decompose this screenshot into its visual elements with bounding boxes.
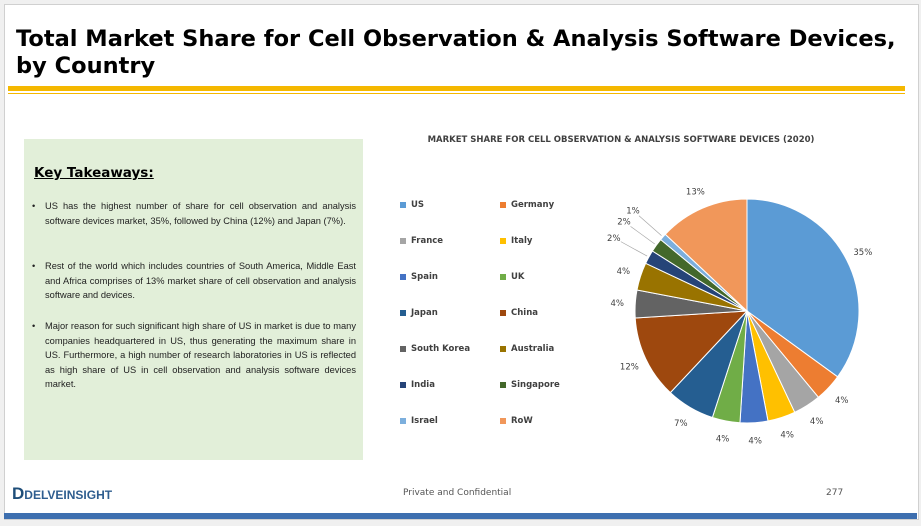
legend-item: RoW [500,416,533,426]
legend-label: Italy [511,236,533,246]
delveinsight-logo: DDELVEINSIGHT [12,484,113,503]
legend-swatch [500,202,506,208]
legend-swatch [500,418,506,424]
legend-label: US [411,200,425,210]
data-label: 2% [607,234,621,244]
legend-item: Japan [400,308,438,318]
legend-swatch [500,238,506,244]
legend-label: UK [511,272,525,282]
data-label: 2% [617,218,631,228]
legend-label: China [511,308,538,318]
data-label: 12% [620,362,639,372]
data-label: 13% [686,188,705,198]
takeaway-bullet: • Major reason for such significant high … [32,321,356,389]
legend-item: France [400,236,443,246]
data-label: 4% [780,431,794,441]
legend-item: UK [500,272,525,282]
legend-item: Israel [400,416,438,426]
title-divider [8,86,905,91]
legend-swatch [500,310,506,316]
legend-label: Japan [411,308,438,318]
legend-label: India [411,380,435,390]
footer-bar [4,513,917,519]
legend-swatch [400,274,406,280]
data-label: 4% [835,396,849,406]
takeaway-bullet: • Rest of the world which includes countr… [32,261,356,300]
data-label: 4% [748,437,762,447]
data-label: 4% [611,299,625,309]
legend-swatch [400,310,406,316]
legend-swatch [400,238,406,244]
page-number: 277 [826,488,844,498]
legend-swatch [400,418,406,424]
legend-swatch [500,274,506,280]
legend-item: China [500,308,538,318]
key-takeaways-panel: Key Takeaways: • US has the highest numbe… [24,139,363,460]
chart-title: MARKET SHARE FOR CELL OBSERVATION & ANAL… [427,135,815,145]
legend-label: Singapore [511,380,560,390]
legend-label: France [411,236,444,246]
legend-item: India [400,380,435,390]
leader-line [630,226,655,245]
legend-item: US [400,200,424,210]
legend-item: Spain [400,272,438,282]
page-title: Total Market Share for Cell Observation … [16,26,896,79]
title-divider-thin [8,93,905,94]
data-label: 4% [716,435,730,445]
pie-slice-row [664,198,748,313]
legend-label: RoW [511,416,533,426]
data-label: 4% [810,417,824,427]
data-label: 1% [626,206,640,216]
pie-slice-us [746,198,860,378]
data-label: 4% [617,267,631,277]
legend-label: Australia [511,344,555,354]
legend-label: South Korea [411,344,471,354]
legend-swatch [400,202,406,208]
key-takeaways-heading: Key Takeaways: [34,165,154,181]
takeaway-bullet: • US has the highest number of share for … [32,201,356,226]
legend-item: South Korea [400,344,470,354]
legend-item: Germany [500,200,554,210]
legend-swatch [400,382,406,388]
legend-label: Germany [511,200,555,210]
confidential-note: Private and Confidential [403,488,512,498]
legend-item: Australia [500,344,554,354]
legend-swatch [500,346,506,352]
pie-slice-china [634,310,749,394]
legend-label: Spain [411,272,438,282]
leader-line [638,215,662,236]
legend-item: Singapore [500,380,560,390]
legend-swatch [500,382,506,388]
legend-label: Israel [411,416,438,426]
data-label: 35% [853,248,872,258]
legend-item: Italy [500,236,532,246]
data-label: 7% [674,419,688,429]
leader-line [620,241,648,257]
legend-swatch [400,346,406,352]
